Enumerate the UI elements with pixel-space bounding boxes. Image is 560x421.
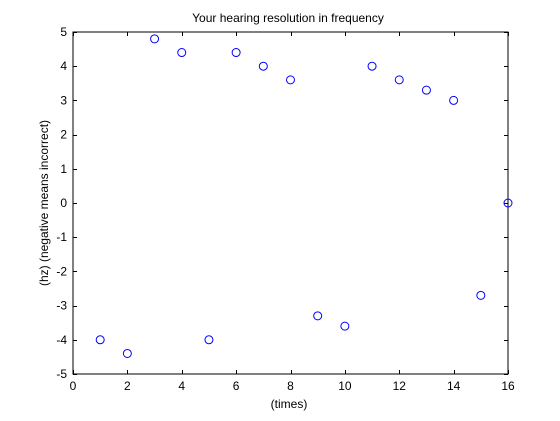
data-point (231, 48, 241, 58)
y-tick-label: -3 (56, 299, 67, 313)
y-axis-label: (hz) (negative means incorrect) (37, 120, 51, 286)
data-point (177, 48, 187, 58)
data-point (204, 335, 214, 345)
data-point (122, 348, 132, 358)
x-tick-label: 0 (70, 379, 77, 393)
x-tick-label: 2 (124, 379, 131, 393)
data-point (421, 85, 431, 95)
data-point (476, 290, 486, 300)
data-point (340, 321, 350, 331)
x-tick-label: 14 (447, 379, 461, 393)
y-tick-label: 2 (60, 128, 67, 142)
y-tick-label: -1 (56, 230, 67, 244)
data-points (95, 34, 513, 358)
x-tick-label: 10 (338, 379, 352, 393)
x-tick-label: 16 (501, 379, 515, 393)
data-point (367, 61, 377, 71)
y-tick-label: 4 (60, 59, 67, 73)
data-point (503, 198, 513, 208)
x-tick-label: 4 (178, 379, 185, 393)
data-point (258, 61, 268, 71)
data-point (95, 335, 105, 345)
x-axis-label: (times) (271, 397, 308, 411)
y-tick-label: 0 (60, 196, 67, 210)
x-tick-label: 6 (233, 379, 240, 393)
y-tick-label: -5 (56, 367, 67, 381)
y-tick-label: 3 (60, 93, 67, 107)
chart-title: Your hearing resolution in frequency (192, 11, 384, 25)
y-tick-label: 5 (60, 25, 67, 39)
y-tick-label: -4 (56, 333, 67, 347)
y-tick-label: 1 (60, 162, 67, 176)
x-tick-label: 12 (393, 379, 407, 393)
data-point (313, 311, 323, 321)
data-point (150, 34, 160, 44)
data-point (394, 75, 404, 85)
data-point (286, 75, 295, 85)
y-tick-label: -2 (56, 264, 67, 278)
data-point (449, 95, 459, 105)
x-tick-label: 8 (287, 379, 294, 393)
